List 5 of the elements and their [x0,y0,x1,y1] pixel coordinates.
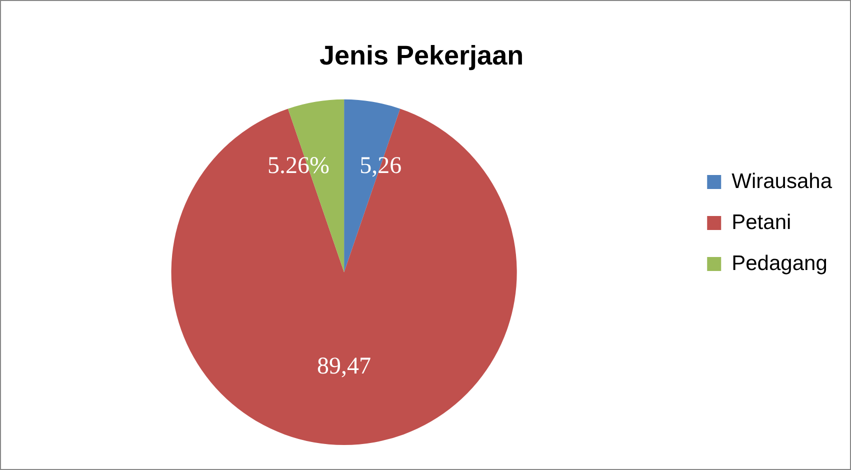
data-label: 89,47 [317,354,372,380]
legend-label: Pedagang [732,252,828,275]
legend-label: Wirausaha [732,170,832,193]
legend-label: Petani [732,210,792,234]
chart-title: Jenis Pekerjaan [319,40,524,71]
